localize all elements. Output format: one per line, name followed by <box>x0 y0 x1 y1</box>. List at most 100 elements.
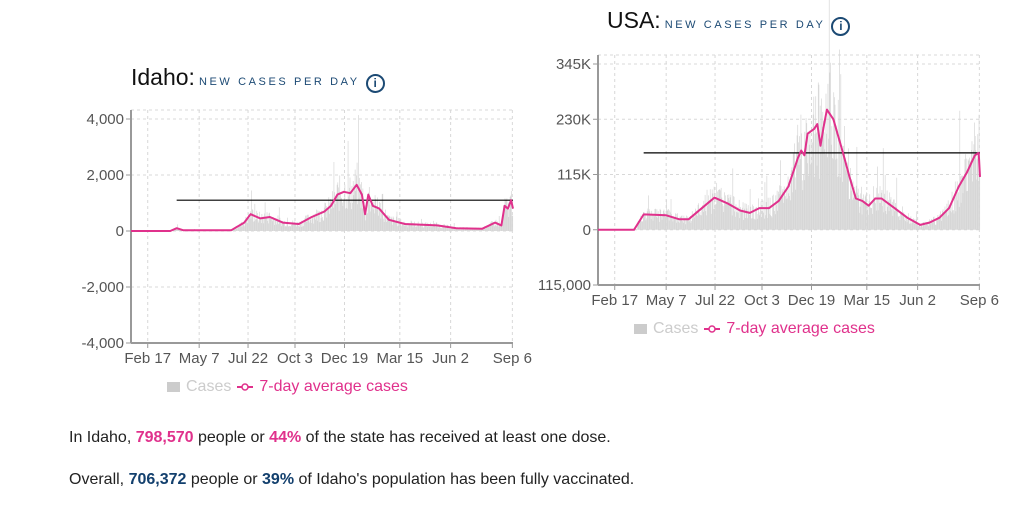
case-bar <box>354 184 355 231</box>
case-bar <box>298 226 299 231</box>
case-bar <box>916 211 918 230</box>
text: In Idaho, <box>69 429 136 446</box>
case-bar <box>454 229 456 231</box>
case-bar <box>430 227 432 231</box>
case-bar <box>976 179 977 230</box>
case-bar <box>512 215 514 231</box>
case-bar <box>697 215 698 230</box>
case-bar <box>327 209 328 231</box>
case-bar <box>849 198 851 230</box>
case-bar <box>807 163 808 230</box>
case-bar <box>921 223 923 230</box>
case-bar <box>275 219 276 231</box>
case-bar <box>952 210 954 230</box>
x-tick-label: Sep 6 <box>493 350 532 367</box>
info-icon[interactable]: i <box>831 17 851 36</box>
case-bar <box>664 215 666 230</box>
case-bar <box>799 159 801 230</box>
case-bar <box>827 83 829 230</box>
case-bar <box>394 219 395 231</box>
legend-cases[interactable]: Cases <box>653 320 699 337</box>
case-bar <box>352 203 353 231</box>
case-bar <box>312 223 314 231</box>
case-bar <box>338 187 339 231</box>
case-bar <box>949 211 951 230</box>
case-bar <box>434 223 436 231</box>
case-bar <box>866 192 867 230</box>
case-bar <box>925 222 927 230</box>
case-bar <box>727 194 728 230</box>
case-bar <box>367 213 368 231</box>
case-bar <box>485 228 487 231</box>
case-bar <box>487 226 489 231</box>
case-bar <box>733 196 734 230</box>
case-bar <box>942 210 943 230</box>
case-bar <box>828 0 830 230</box>
case-bar <box>322 219 324 231</box>
case-bar <box>357 204 359 231</box>
case-bar <box>761 217 763 230</box>
case-bar <box>936 220 938 230</box>
case-bar <box>825 93 827 230</box>
case-bar <box>763 218 765 230</box>
case-bar <box>448 225 449 231</box>
case-bar <box>650 215 651 230</box>
case-bar <box>850 190 852 230</box>
case-bar <box>279 217 281 231</box>
case-bar <box>352 181 354 231</box>
case-bar <box>803 180 805 230</box>
case-bar <box>491 221 493 231</box>
case-bar <box>298 226 300 231</box>
case-bar <box>968 160 970 230</box>
case-bar <box>926 222 928 230</box>
case-bar <box>433 223 435 231</box>
case-bar <box>885 210 887 230</box>
case-bar <box>704 207 705 230</box>
case-bar <box>441 228 443 231</box>
case-bar <box>807 131 809 230</box>
case-bar <box>498 226 499 231</box>
case-bar <box>869 194 871 230</box>
case-bar <box>288 226 290 231</box>
case-bar <box>506 198 508 231</box>
case-bar <box>841 145 843 230</box>
legend-cases[interactable]: Cases <box>186 378 232 395</box>
case-bar <box>338 210 340 231</box>
case-bar <box>715 204 716 230</box>
case-bar <box>765 215 766 230</box>
case-bar <box>909 223 910 230</box>
case-bar <box>893 199 894 230</box>
case-bar <box>732 168 734 230</box>
case-bar <box>895 203 896 230</box>
case-bar <box>356 162 358 231</box>
case-bar <box>281 221 283 231</box>
case-bar <box>476 228 478 231</box>
case-bar <box>831 126 833 230</box>
case-bar <box>902 206 903 230</box>
case-bar <box>934 221 936 230</box>
case-bar <box>949 205 950 230</box>
case-bar <box>320 217 322 231</box>
case-bar <box>345 207 347 231</box>
case-bar <box>407 227 409 231</box>
case-bar <box>930 224 932 230</box>
case-bar <box>922 222 924 230</box>
legend-avg[interactable]: 7-day average cases <box>259 378 408 395</box>
case-bar <box>972 150 974 230</box>
case-bar <box>469 229 470 231</box>
case-bar <box>964 159 966 230</box>
case-bar <box>700 215 701 230</box>
case-bar <box>745 203 747 230</box>
case-bar <box>705 211 707 230</box>
case-bar <box>900 213 901 230</box>
case-bar <box>394 221 396 231</box>
case-bar <box>843 145 844 230</box>
case-bar <box>657 211 659 230</box>
case-bar <box>380 218 382 231</box>
case-bar <box>643 211 645 230</box>
case-bar <box>439 226 440 231</box>
case-bar <box>702 211 704 230</box>
info-icon[interactable]: i <box>365 74 385 93</box>
case-bar <box>830 144 832 230</box>
legend-avg[interactable]: 7-day average cases <box>726 320 875 337</box>
